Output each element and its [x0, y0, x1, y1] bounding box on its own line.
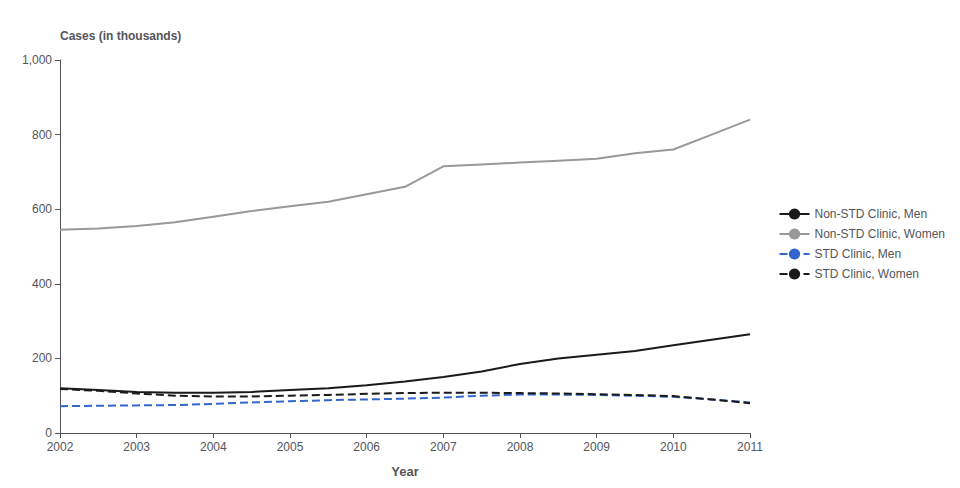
svg-text:2009: 2009	[583, 440, 610, 454]
svg-text:2008: 2008	[507, 440, 534, 454]
svg-text:2002: 2002	[47, 440, 74, 454]
svg-text:Non-STD Clinic, Women: Non-STD Clinic, Women	[815, 227, 945, 241]
svg-text:2011: 2011	[737, 440, 763, 454]
svg-text:2004: 2004	[200, 440, 227, 454]
svg-text:2006: 2006	[353, 440, 380, 454]
svg-text:2003: 2003	[123, 440, 150, 454]
svg-text:2010: 2010	[660, 440, 687, 454]
svg-text:400: 400	[32, 277, 52, 291]
svg-text:Cases (in thousands): Cases (in thousands)	[60, 29, 181, 43]
svg-text:STD Clinic, Women: STD Clinic, Women	[815, 267, 919, 281]
svg-text:2007: 2007	[430, 440, 457, 454]
svg-text:Year: Year	[391, 464, 418, 479]
svg-text:1,000: 1,000	[22, 53, 52, 67]
svg-text:0: 0	[45, 426, 52, 440]
svg-text:2005: 2005	[277, 440, 304, 454]
svg-text:200: 200	[32, 351, 52, 365]
svg-text:STD Clinic, Men: STD Clinic, Men	[815, 247, 902, 261]
svg-text:Non-STD Clinic, Men: Non-STD Clinic, Men	[815, 207, 928, 221]
svg-text:800: 800	[32, 128, 52, 142]
svg-text:600: 600	[32, 202, 52, 216]
